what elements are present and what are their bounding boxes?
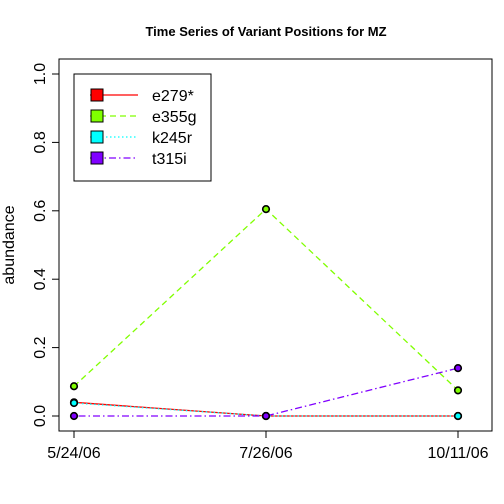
data-point	[69, 382, 79, 391]
legend-item: t315i	[90, 151, 187, 168]
legend-color-swatch	[90, 109, 104, 123]
series-line	[73, 208, 459, 391]
y-tick-label: 0.4	[32, 268, 49, 290]
y-tick-label: 0.8	[32, 131, 49, 153]
legend-color-swatch	[90, 130, 104, 144]
y-tick-label: 0.2	[32, 336, 49, 358]
y-axis-label: abundance	[1, 205, 18, 284]
legend-label: k245r	[152, 130, 193, 147]
y-tick-label: 1.0	[32, 63, 49, 85]
data-point	[453, 364, 463, 373]
data-point	[69, 398, 79, 408]
data-point	[69, 411, 79, 421]
legend-color-swatch	[90, 88, 104, 102]
data-point	[453, 386, 463, 395]
y-axis: 0.0 0.2 0.4 0.6 0.8 1.0	[32, 63, 60, 427]
legend-label: e355g	[152, 109, 197, 126]
series-t315i	[69, 364, 463, 421]
data-point	[453, 411, 463, 421]
x-tick-label: 5/24/06	[47, 445, 100, 462]
x-axis: 5/24/06 7/26/06 10/11/06	[47, 430, 489, 462]
series-e355g	[69, 204, 463, 395]
x-tick-label: 10/11/06	[427, 445, 488, 462]
legend-color-swatch	[90, 151, 104, 165]
legend-label: e279*	[152, 88, 194, 105]
series-line	[74, 367, 459, 417]
series-layer	[69, 204, 463, 421]
legend-item: e355g	[90, 109, 197, 126]
data-point	[261, 204, 271, 214]
legend-label: t315i	[152, 151, 187, 168]
legend-item: k245r	[90, 130, 193, 147]
data-point	[261, 411, 271, 421]
x-tick-label: 7/26/06	[239, 445, 292, 462]
y-tick-label: 0.0	[32, 405, 49, 427]
y-tick-label: 0.6	[32, 200, 49, 222]
legend-item: e279*	[90, 88, 194, 105]
chart-title: Time Series of Variant Positions for MZ	[145, 24, 386, 39]
legend: e279* e355g k245r t315i	[73, 73, 212, 182]
